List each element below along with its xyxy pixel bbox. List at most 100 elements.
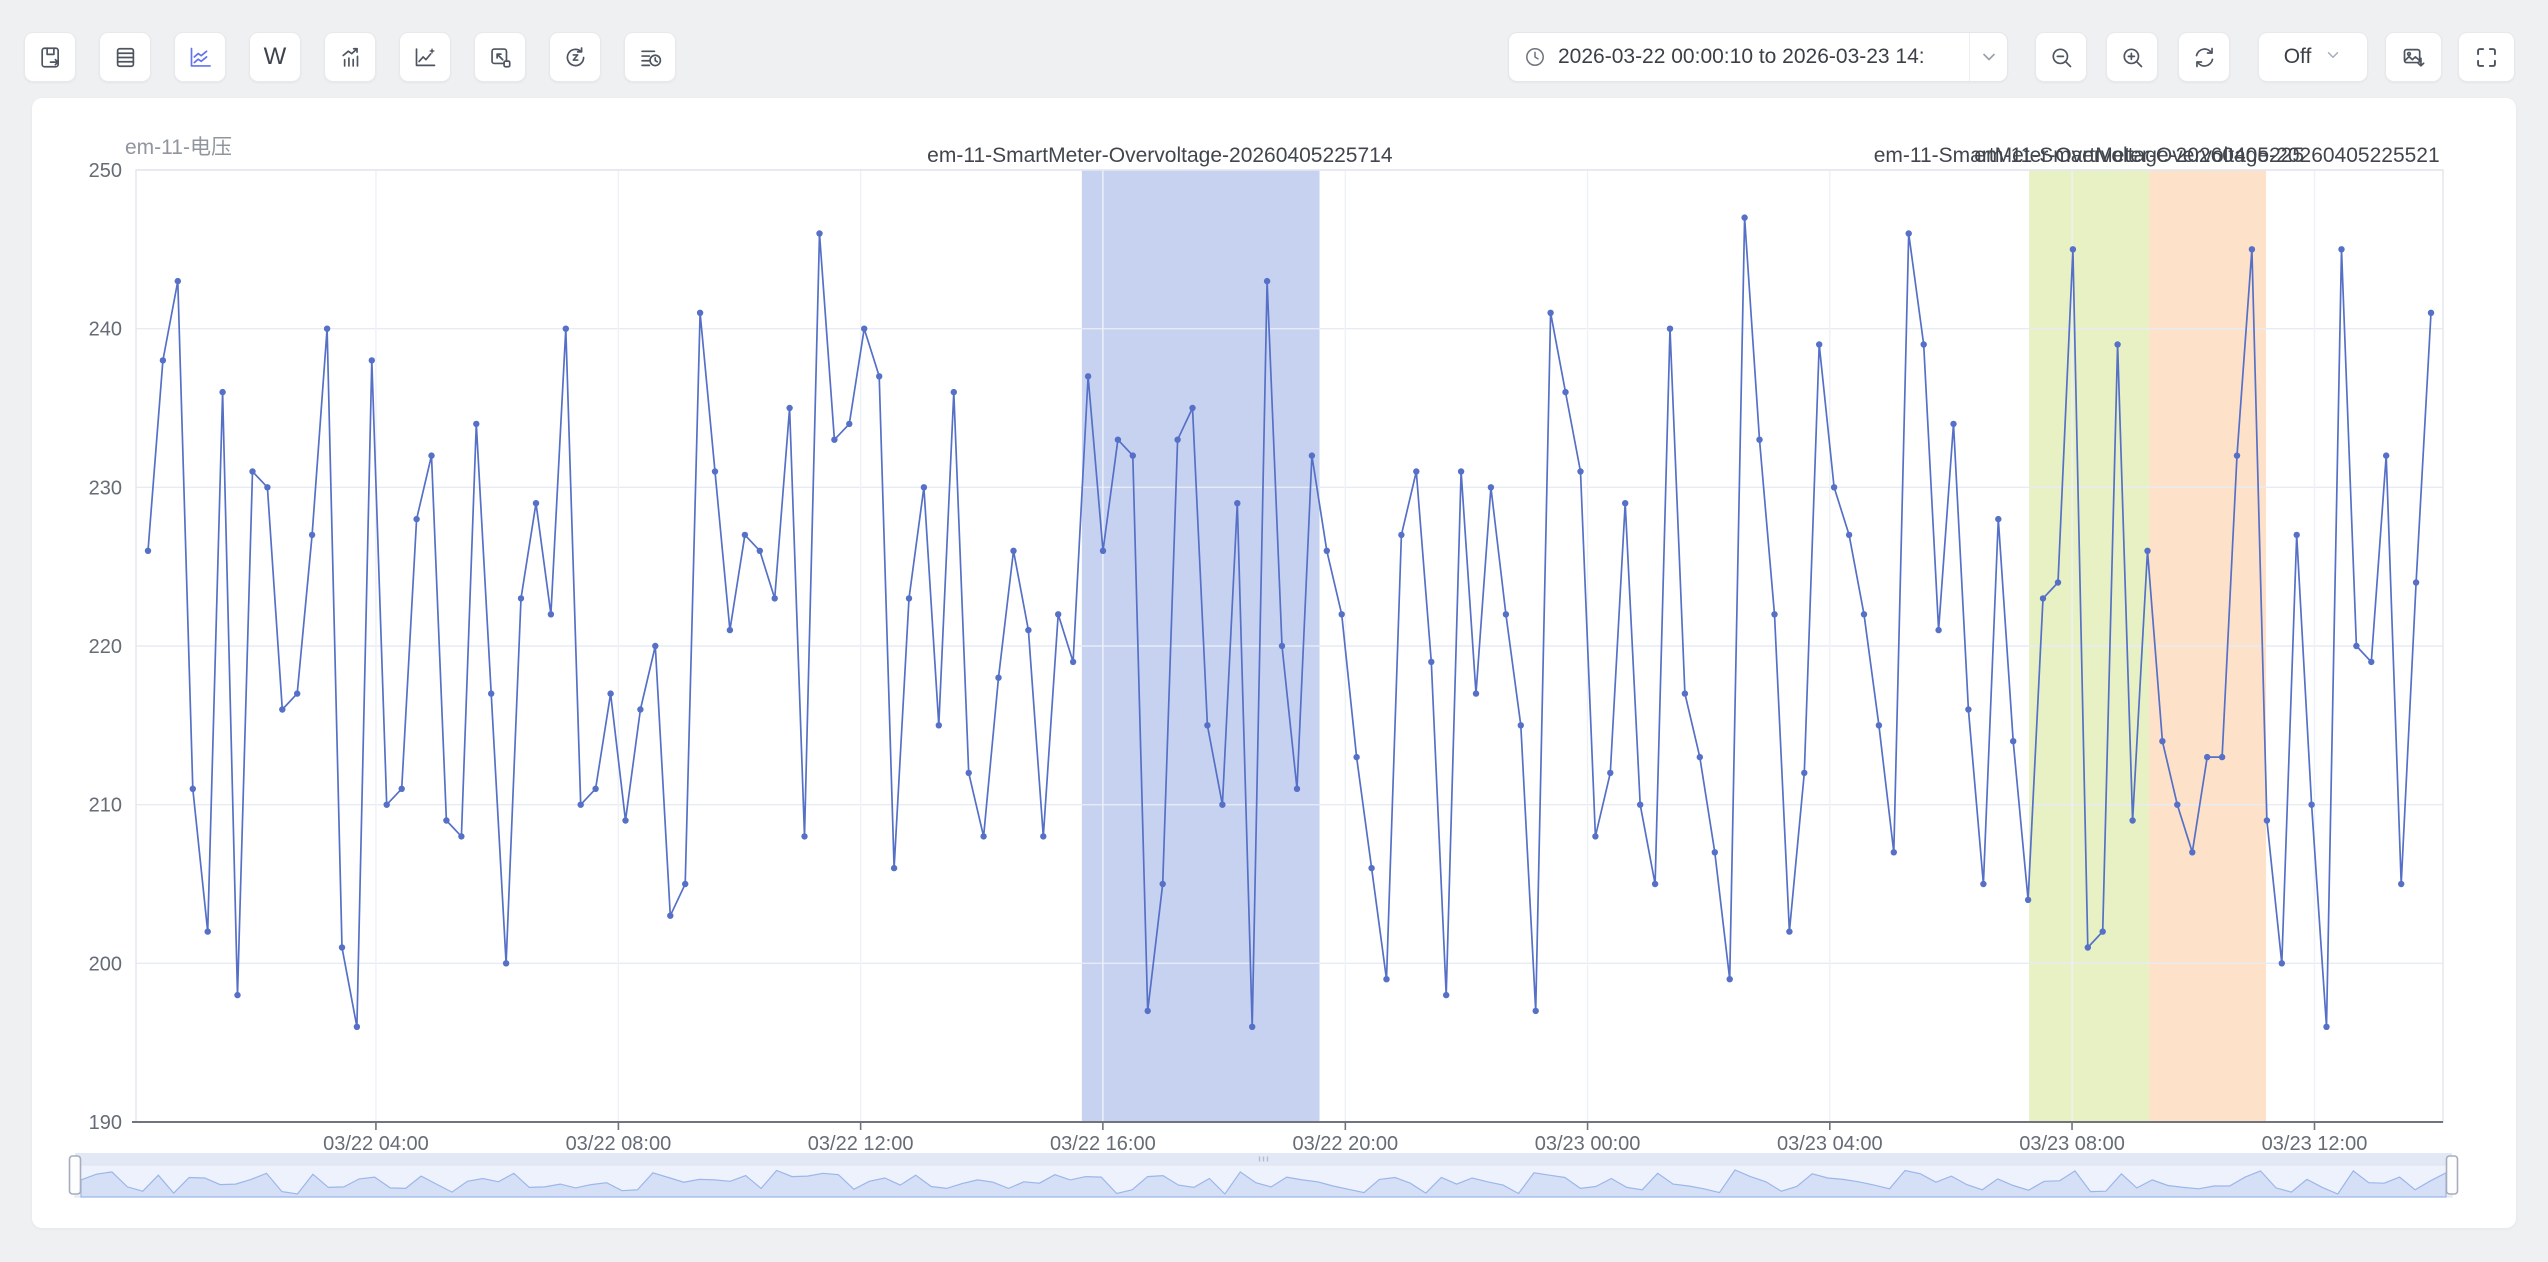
data-point xyxy=(1502,611,1510,618)
data-point xyxy=(1293,785,1301,792)
w-view-button[interactable]: W xyxy=(249,32,301,82)
auto-refresh-value: Off xyxy=(2283,45,2312,68)
data-point xyxy=(383,801,390,808)
data-point xyxy=(368,357,375,364)
data-point xyxy=(204,928,211,935)
data-point xyxy=(2039,595,2047,602)
data-point xyxy=(1219,801,1226,808)
data-point xyxy=(473,420,480,428)
divider xyxy=(1969,33,1970,81)
bar-analysis-button[interactable] xyxy=(324,32,376,82)
data-point xyxy=(338,944,346,951)
refresh-button[interactable] xyxy=(2178,32,2230,82)
data-point xyxy=(1830,484,1838,491)
export-image-button[interactable] xyxy=(2385,32,2442,82)
data-point xyxy=(1965,706,1972,713)
data-point xyxy=(1025,626,1032,634)
x-tick-label: 03/23 08:00 xyxy=(2019,1133,2125,1155)
data-point xyxy=(2174,801,2181,808)
line-chart-add-icon xyxy=(412,44,439,71)
data-point xyxy=(1443,991,1450,999)
y-tick-label: 200 xyxy=(89,953,122,975)
data-point xyxy=(816,230,823,237)
voltage-line-chart: em-11-电压 250 240 230 220 210 200 190 03/22 04:0… xyxy=(68,136,2459,1198)
scale-view-button[interactable] xyxy=(474,32,526,82)
data-point xyxy=(279,706,286,713)
data-point xyxy=(682,880,689,888)
data-point xyxy=(308,531,316,539)
data-point xyxy=(2159,738,2166,745)
data-point xyxy=(1428,658,1435,666)
data-point xyxy=(1771,611,1778,618)
restore-zoom-button[interactable] xyxy=(549,32,601,82)
data-point xyxy=(1741,214,1748,221)
data-point xyxy=(249,468,256,475)
auto-refresh-select[interactable]: Off xyxy=(2258,32,2368,82)
data-point xyxy=(1114,436,1122,443)
data-point xyxy=(2338,246,2345,253)
data-point xyxy=(577,801,584,808)
data-point xyxy=(1980,880,1987,888)
data-point xyxy=(1144,1007,1151,1015)
data-point xyxy=(1189,404,1196,412)
data-point xyxy=(1263,277,1271,285)
data-point xyxy=(935,722,942,729)
data-point xyxy=(2293,531,2300,539)
data-point xyxy=(2010,738,2017,745)
data-point xyxy=(2383,452,2390,459)
data-point xyxy=(1726,976,1733,983)
data-point xyxy=(1472,690,1480,697)
data-point xyxy=(846,420,853,428)
data-point xyxy=(1890,849,1898,856)
data-point xyxy=(876,373,883,380)
data-point xyxy=(2233,452,2241,459)
data-point xyxy=(2427,309,2435,316)
fullscreen-icon xyxy=(2473,44,2500,71)
y-tick-label: 250 xyxy=(89,160,122,182)
zoom-in-button[interactable] xyxy=(2106,32,2158,82)
annotation-label-overvoltage-3: em-11-SmartMeter-Overvoltage-20260405225… xyxy=(1974,144,2439,167)
x-tick-label: 03/23 12:00 xyxy=(2262,1133,2368,1155)
line-chart-view-button[interactable] xyxy=(174,32,226,82)
data-point xyxy=(517,595,525,602)
chevron-down-icon[interactable] xyxy=(1970,47,2007,67)
data-table-button[interactable] xyxy=(99,32,151,82)
x-tick-label: 03/23 00:00 xyxy=(1535,1133,1641,1155)
data-point xyxy=(1920,341,1927,348)
voltage-series-line xyxy=(147,216,2432,1028)
data-point xyxy=(1935,626,1942,634)
data-point xyxy=(1308,452,1316,459)
data-point xyxy=(1204,722,1211,729)
data-point xyxy=(2263,817,2271,824)
w-view-label: W xyxy=(263,43,287,70)
fullscreen-button[interactable] xyxy=(2458,32,2515,82)
data-point xyxy=(622,817,629,824)
data-point xyxy=(1040,833,1047,840)
datazoom-handle-right[interactable] xyxy=(2445,1155,2459,1195)
data-point xyxy=(1413,468,1420,475)
data-point xyxy=(2084,944,2091,951)
toolbar-right-group: 2026-03-22 00:00:10 to 2026-03-23 14: Of… xyxy=(1508,32,2515,82)
data-point xyxy=(1159,880,1166,888)
data-point xyxy=(637,706,644,713)
data-point xyxy=(1816,341,1823,348)
data-point xyxy=(2204,753,2211,761)
data-point xyxy=(1860,611,1868,618)
data-point xyxy=(1398,531,1405,539)
event-history-button[interactable] xyxy=(624,32,676,82)
data-point xyxy=(532,500,540,507)
table-icon xyxy=(112,44,139,71)
data-point xyxy=(1950,420,1957,428)
data-point xyxy=(1577,468,1584,475)
mark-series-button[interactable] xyxy=(399,32,451,82)
plot-area[interactable] xyxy=(136,170,2443,1122)
history-list-icon xyxy=(637,44,664,71)
time-range-picker[interactable]: 2026-03-22 00:00:10 to 2026-03-23 14: xyxy=(1508,32,2008,82)
data-point xyxy=(905,595,913,602)
data-point xyxy=(2069,246,2077,253)
datazoom-handle-left[interactable] xyxy=(68,1155,82,1195)
data-point xyxy=(965,769,972,777)
zoom-out-button[interactable] xyxy=(2035,32,2087,82)
save-export-button[interactable] xyxy=(24,32,76,82)
y-tick-label: 240 xyxy=(89,319,122,341)
